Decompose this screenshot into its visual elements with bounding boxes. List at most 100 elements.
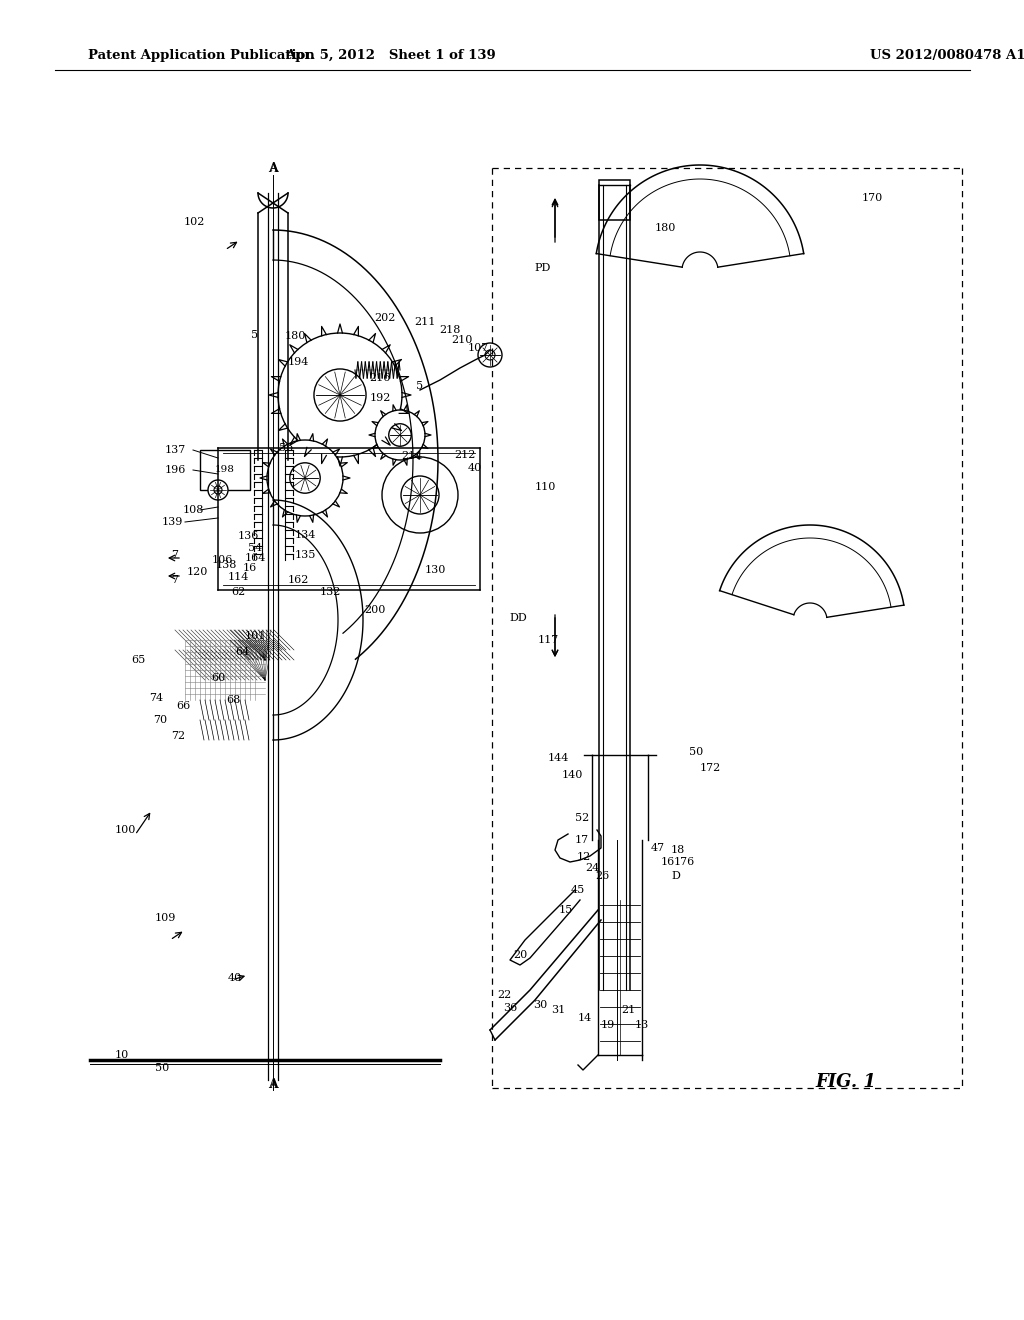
Text: US 2012/0080478 A1: US 2012/0080478 A1 [870, 49, 1024, 62]
Text: 72: 72 [171, 731, 185, 741]
Text: 107: 107 [467, 343, 488, 352]
Text: 144: 144 [547, 752, 568, 763]
Text: 17: 17 [574, 836, 589, 845]
Circle shape [389, 424, 412, 446]
Text: 20: 20 [513, 950, 527, 960]
Text: 140: 140 [561, 770, 583, 780]
Text: 68: 68 [226, 696, 240, 705]
Text: DD: DD [509, 612, 527, 623]
Text: Apr. 5, 2012   Sheet 1 of 139: Apr. 5, 2012 Sheet 1 of 139 [285, 49, 496, 62]
Text: 45: 45 [570, 884, 585, 895]
Circle shape [375, 411, 425, 459]
Circle shape [290, 463, 321, 494]
Text: 172: 172 [699, 763, 721, 774]
Text: 15: 15 [559, 906, 573, 915]
Circle shape [214, 486, 222, 494]
Text: 139: 139 [162, 517, 182, 527]
Text: FIG. 1: FIG. 1 [815, 1073, 876, 1092]
Text: 214: 214 [401, 451, 423, 461]
Text: 54: 54 [248, 543, 262, 553]
Text: 170: 170 [862, 193, 884, 203]
Circle shape [278, 333, 402, 457]
Text: 130: 130 [424, 565, 445, 576]
Text: 194: 194 [288, 356, 308, 367]
Text: 117: 117 [538, 635, 559, 645]
Text: 164: 164 [245, 553, 265, 564]
Text: 137: 137 [165, 445, 185, 455]
Text: 7: 7 [171, 550, 178, 560]
Text: 196: 196 [164, 465, 185, 475]
Text: 5: 5 [252, 330, 259, 341]
Text: 212: 212 [455, 450, 476, 459]
Text: 109: 109 [155, 913, 176, 923]
Text: 30: 30 [532, 1001, 547, 1010]
Text: Patent Application Publication: Patent Application Publication [88, 49, 314, 62]
Text: 52: 52 [574, 813, 589, 822]
Text: 40: 40 [468, 463, 482, 473]
Text: 36: 36 [503, 1003, 517, 1012]
Text: 134: 134 [294, 531, 315, 540]
Text: 18: 18 [671, 845, 685, 855]
Text: 132: 132 [319, 587, 341, 597]
Text: 202: 202 [375, 313, 395, 323]
Text: 64: 64 [234, 647, 249, 657]
Text: 24: 24 [585, 863, 599, 873]
Text: 22: 22 [497, 990, 511, 1001]
Text: 50: 50 [689, 747, 703, 756]
Text: 211: 211 [415, 317, 435, 327]
Circle shape [267, 440, 343, 516]
Text: 7: 7 [171, 576, 178, 585]
Text: 218: 218 [439, 325, 461, 335]
Text: 136: 136 [238, 531, 259, 541]
Circle shape [382, 457, 458, 533]
Text: 192: 192 [370, 393, 391, 403]
Text: 114: 114 [227, 572, 249, 582]
Text: 13: 13 [635, 1020, 649, 1030]
Text: 70: 70 [153, 715, 167, 725]
Text: 100: 100 [115, 825, 136, 836]
Text: 216: 216 [370, 374, 391, 383]
Text: 62: 62 [230, 587, 245, 597]
Text: 60: 60 [211, 673, 225, 682]
Circle shape [314, 370, 366, 421]
Text: A: A [268, 1078, 278, 1092]
Circle shape [208, 480, 228, 500]
Text: 5: 5 [417, 381, 424, 391]
Text: 198: 198 [215, 466, 234, 474]
Text: PD: PD [535, 263, 551, 273]
Text: 65: 65 [131, 655, 145, 665]
Text: 40: 40 [228, 973, 242, 983]
Text: 120: 120 [186, 568, 208, 577]
Text: 138: 138 [215, 560, 237, 570]
Text: 66: 66 [176, 701, 190, 711]
Text: 200: 200 [365, 605, 386, 615]
Text: 74: 74 [148, 693, 163, 704]
Text: 108: 108 [182, 506, 204, 515]
Text: 162: 162 [288, 576, 308, 585]
Circle shape [485, 350, 495, 360]
Text: 102: 102 [183, 216, 205, 227]
Text: 16: 16 [660, 857, 675, 867]
Text: A: A [268, 161, 278, 174]
Text: 101: 101 [245, 631, 265, 642]
Text: 110: 110 [535, 482, 556, 492]
Text: 26: 26 [595, 871, 609, 880]
Text: 19: 19 [601, 1020, 615, 1030]
Text: 210: 210 [452, 335, 473, 345]
Text: 12: 12 [577, 851, 591, 862]
Text: 21: 21 [621, 1005, 635, 1015]
Bar [200, 450, 250, 490]
Text: A: A [269, 162, 278, 173]
Circle shape [478, 343, 502, 367]
Text: 16: 16 [243, 564, 257, 573]
Bar [599, 180, 630, 220]
Text: 14: 14 [578, 1012, 592, 1023]
Text: 180: 180 [285, 331, 306, 341]
Text: 180: 180 [654, 223, 676, 234]
Text: 176: 176 [674, 857, 694, 867]
Text: 10: 10 [115, 1049, 129, 1060]
Text: D: D [672, 871, 680, 880]
Text: 47: 47 [651, 843, 665, 853]
Text: 31: 31 [551, 1005, 565, 1015]
Text: A: A [269, 1080, 278, 1090]
